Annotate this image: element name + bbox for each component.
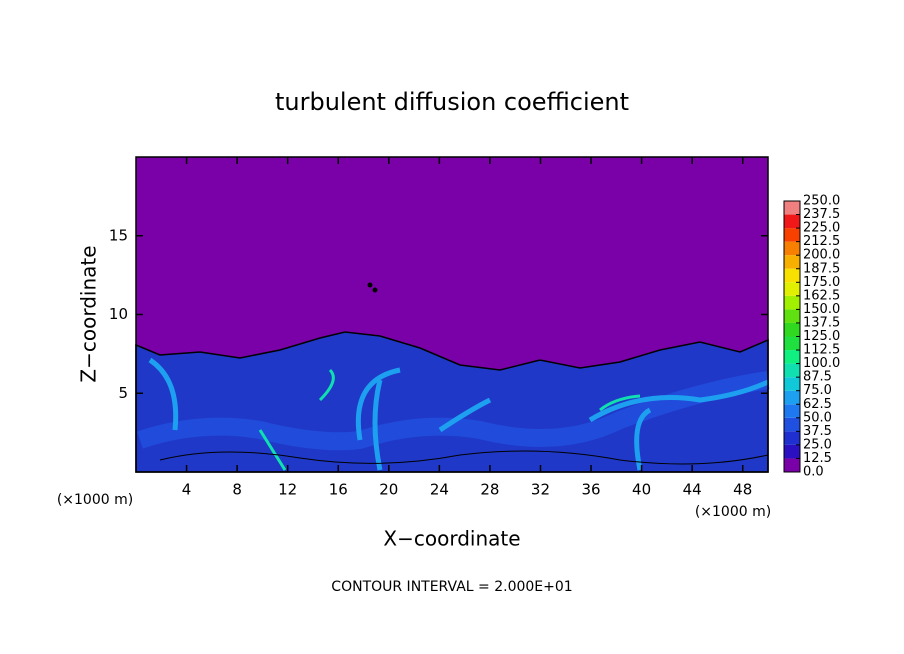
colorbar-cell — [784, 377, 800, 391]
x-tick-label: 36 — [581, 481, 600, 499]
colorbar-label: 37.5 — [803, 424, 832, 439]
colorbar-cell — [784, 228, 800, 242]
y-tick-label: 5 — [118, 384, 128, 402]
colorbar-cell — [784, 363, 800, 378]
colorbar-cell — [784, 322, 800, 337]
x-tick-label: 32 — [531, 481, 550, 499]
colorbar-cell — [784, 282, 800, 296]
colorbar-label: 25.0 — [803, 437, 832, 452]
contour-note: CONTOUR INTERVAL = 2.000E+01 — [331, 579, 572, 595]
x-tick-label: 40 — [632, 481, 651, 499]
x-tick-label: 12 — [278, 481, 297, 499]
colorbar-label: 150.0 — [803, 302, 840, 317]
colorbar-cell — [784, 458, 800, 472]
colorbar-cell — [784, 431, 800, 445]
colorbar-cell — [784, 444, 800, 459]
contour-dot — [372, 287, 378, 293]
x-tick-label: 48 — [733, 481, 752, 499]
colorbar-label: 75.0 — [803, 383, 832, 398]
colorbar-label: 112.5 — [803, 343, 840, 358]
colorbar-cell — [784, 214, 800, 229]
x-unit-label: (×1000 m) — [695, 504, 771, 520]
colorbar-cell — [784, 295, 800, 310]
colorbar-label: 125.0 — [803, 329, 840, 344]
colorbar-label: 225.0 — [803, 221, 840, 236]
y-axis-label: Z−coordinate — [77, 245, 101, 382]
x-tick-label: 16 — [329, 481, 348, 499]
field-streak — [148, 357, 770, 471]
colorbar-label: 200.0 — [803, 248, 840, 263]
colorbar-label: 250.0 — [803, 194, 840, 209]
colorbar-cell — [784, 404, 800, 418]
colorbar-cell — [784, 350, 800, 364]
contour-line — [159, 450, 769, 465]
colorbar-cell — [784, 336, 800, 351]
x-axis-label: X−coordinate — [383, 527, 520, 551]
colorbar-label: 187.5 — [803, 261, 840, 276]
colorbar-label: 137.5 — [803, 315, 840, 330]
colorbar-cell — [784, 309, 800, 323]
contour-field — [135, 157, 770, 473]
colorbar-cell — [784, 241, 800, 256]
x-tick-label: 8 — [232, 481, 242, 499]
y-tick-label: 15 — [109, 226, 128, 244]
chart-title: turbulent diffusion coefficient — [275, 88, 629, 116]
colorbar-cell — [784, 390, 800, 405]
x-tick-label: 4 — [182, 481, 192, 499]
colorbar-cell — [784, 417, 800, 432]
colorbar-label: 0.0 — [803, 465, 824, 480]
contour-dot — [367, 282, 373, 288]
x-tick-label: 44 — [683, 481, 702, 499]
colorbar-label: 162.5 — [803, 288, 840, 303]
field-streak — [258, 368, 641, 471]
colorbar-label: 100.0 — [803, 356, 840, 371]
colorbar-cell — [784, 201, 800, 215]
colorbar-label: 50.0 — [803, 410, 832, 425]
colorbar-cell — [784, 255, 800, 269]
y-tick-label: 10 — [109, 305, 128, 323]
colorbar-label: 87.5 — [803, 370, 832, 385]
x-tick-label: 20 — [379, 481, 398, 499]
colorbar-label: 175.0 — [803, 275, 840, 290]
x-tick-label: 24 — [430, 481, 449, 499]
x-unit-label: (×1000 m) — [57, 492, 133, 508]
colorbar-label: 237.5 — [803, 207, 840, 222]
colorbar-cell — [784, 268, 800, 283]
x-tick-label: 28 — [480, 481, 499, 499]
colorbar-label: 62.5 — [803, 397, 832, 412]
colorbar-label: 12.5 — [803, 451, 832, 466]
colorbar-label: 212.5 — [803, 234, 840, 249]
